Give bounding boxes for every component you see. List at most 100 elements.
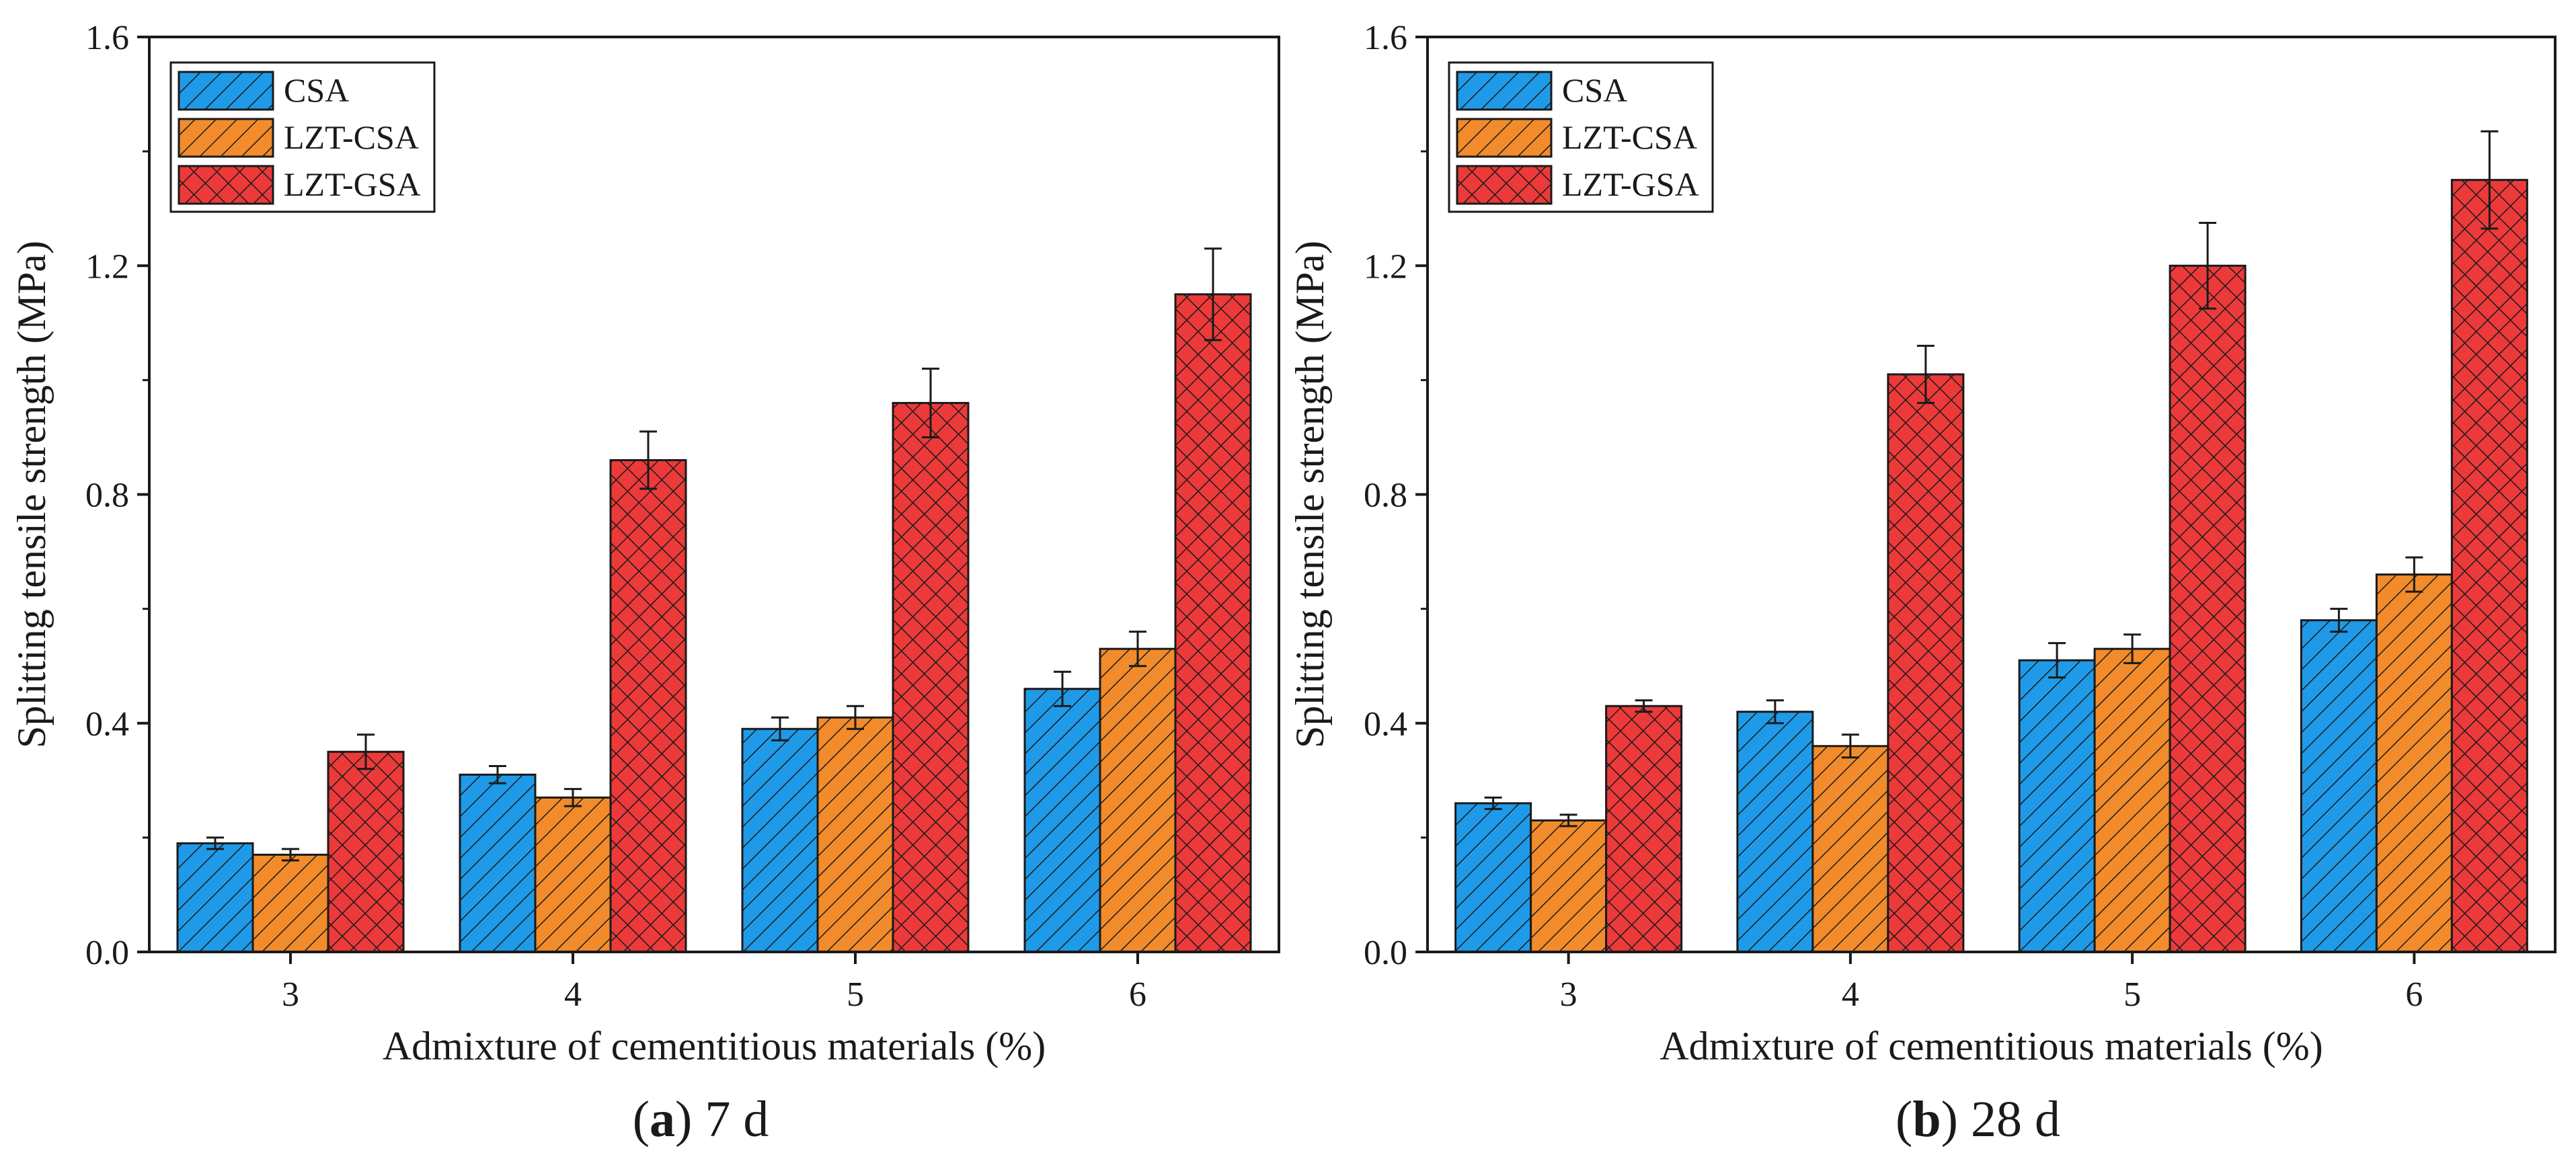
x-tick-label: 6 — [2405, 975, 2423, 1014]
x-tick-label: 3 — [282, 975, 299, 1014]
legend-label: CSA — [1562, 71, 1627, 109]
legend: CSA LZT-CSA LZT-GSA — [1448, 61, 1714, 213]
bar-hatch — [1530, 819, 1608, 953]
legend-swatch-hatch — [1456, 118, 1553, 158]
bar-hatch — [2375, 573, 2453, 953]
bar-hatch — [459, 773, 537, 953]
caption-text: 28 d — [1971, 1091, 2060, 1148]
bar-hatch — [609, 458, 687, 953]
bar-hatch — [176, 842, 254, 953]
error-bar — [1841, 733, 1859, 759]
bar-hatch — [1605, 705, 1683, 953]
bar-hatch — [741, 727, 819, 953]
y-tick-label: 0.0 — [85, 934, 129, 972]
error-bar — [1766, 699, 1784, 725]
error-bar — [2199, 221, 2217, 310]
legend: CSA LZT-CSA LZT-GSA — [169, 61, 436, 213]
error-bar — [2123, 633, 2142, 664]
y-tick-label: 0.8 — [1364, 477, 1407, 515]
chart-panel-28d: 0.0 0.4 0.8 1.2 1.6 3 4 5 6 Splitting tensile s… — [1288, 19, 2557, 1148]
panel-caption: (b) 28 d — [1896, 1091, 2060, 1148]
error-bar — [564, 788, 582, 807]
legend-label: LZT-CSA — [284, 118, 419, 156]
chart-panel-7d: 0.0 0.4 0.8 1.2 1.6 3 4 5 6 Splitting tensile s… — [9, 19, 1280, 1148]
y-tick-label: 0.0 — [1364, 934, 1407, 972]
y-tick-label: 0.4 — [85, 705, 129, 744]
y-axis-ticks: 0.0 0.4 0.8 1.2 1.6 — [85, 19, 149, 972]
legend-label: LZT-GSA — [284, 165, 421, 203]
bar-hatch — [1023, 688, 1101, 953]
caption-letter: a — [650, 1091, 675, 1148]
legend-swatch-hatch — [1456, 71, 1553, 111]
legend-label: LZT-CSA — [1562, 118, 1697, 156]
x-axis-ticks: 3 4 5 6 — [1560, 952, 2423, 1014]
bar-hatch — [327, 750, 405, 953]
bar-hatch — [534, 796, 612, 953]
bar-hatch — [2169, 264, 2247, 953]
bar-hatch — [1174, 293, 1252, 953]
y-tick-label: 1.6 — [1364, 19, 1407, 57]
error-bar — [489, 765, 506, 785]
error-bar — [282, 848, 299, 862]
bar-hatch — [1099, 647, 1177, 953]
y-tick-label: 0.4 — [1364, 705, 1407, 744]
error-bar — [1129, 631, 1146, 668]
y-axis-label: Splitting tensile strength (MPa) — [1288, 241, 1332, 748]
legend-label: LZT-GSA — [1562, 165, 1699, 203]
x-axis-label: Admixture of cementitious materials (%) — [1660, 1024, 2323, 1068]
x-axis-ticks: 3 4 5 6 — [282, 952, 1146, 1014]
y-tick-label: 0.8 — [85, 477, 129, 515]
x-tick-label: 6 — [1129, 975, 1146, 1014]
bar-hatch — [1454, 802, 1532, 953]
error-bar — [1054, 670, 1071, 707]
error-bar — [2048, 642, 2066, 679]
error-bar — [2481, 130, 2499, 230]
error-bar — [1484, 796, 1502, 810]
error-bar — [206, 836, 224, 850]
error-bar — [771, 716, 789, 742]
legend-swatch-hatch — [178, 165, 274, 205]
error-bar — [1916, 344, 1935, 404]
legend-swatch-hatch — [178, 71, 274, 111]
error-bars-group — [1484, 130, 2499, 828]
y-tick-label: 1.2 — [85, 247, 129, 286]
caption-text: 7 d — [705, 1091, 769, 1148]
bar-hatch — [1811, 745, 1889, 953]
legend-swatch-hatch — [1456, 165, 1553, 205]
error-bar — [1559, 813, 1577, 828]
x-tick-label: 3 — [1560, 975, 1577, 1014]
y-axis-label: Splitting tensile strength (MPa) — [9, 241, 54, 748]
bar-hatch — [1736, 711, 1814, 953]
error-bar — [357, 733, 375, 770]
error-bar — [2405, 556, 2423, 593]
bars-group — [176, 293, 1252, 953]
y-axis-ticks: 0.0 0.4 0.8 1.2 1.6 — [1364, 19, 1428, 972]
bar-hatch — [1887, 373, 1965, 953]
panel-caption: (a) 7 d — [633, 1091, 769, 1148]
bar-hatch — [2300, 619, 2378, 953]
bar-hatch — [2018, 659, 2096, 953]
y-tick-label: 1.6 — [85, 19, 129, 57]
error-bar — [2330, 608, 2348, 633]
error-bar — [639, 430, 657, 490]
x-tick-label: 5 — [847, 975, 864, 1014]
error-bar — [1204, 247, 1222, 342]
bars-group — [1454, 179, 2528, 953]
caption-letter: b — [1912, 1091, 1941, 1148]
legend-label: CSA — [284, 71, 349, 109]
x-tick-label: 5 — [2123, 975, 2141, 1014]
error-bars-group — [206, 247, 1222, 862]
bar-hatch — [816, 716, 894, 953]
error-bar — [847, 705, 864, 730]
bar-hatch — [892, 401, 970, 953]
x-axis-label: Admixture of cementitious materials (%) — [383, 1024, 1046, 1068]
bar-hatch — [251, 853, 329, 953]
y-tick-label: 1.2 — [1364, 247, 1407, 286]
bar-hatch — [2093, 647, 2171, 953]
legend-swatch-hatch — [178, 118, 274, 158]
x-tick-label: 4 — [1842, 975, 1859, 1014]
x-tick-label: 4 — [564, 975, 582, 1014]
error-bar — [1635, 699, 1653, 713]
bar-hatch — [2450, 179, 2528, 953]
